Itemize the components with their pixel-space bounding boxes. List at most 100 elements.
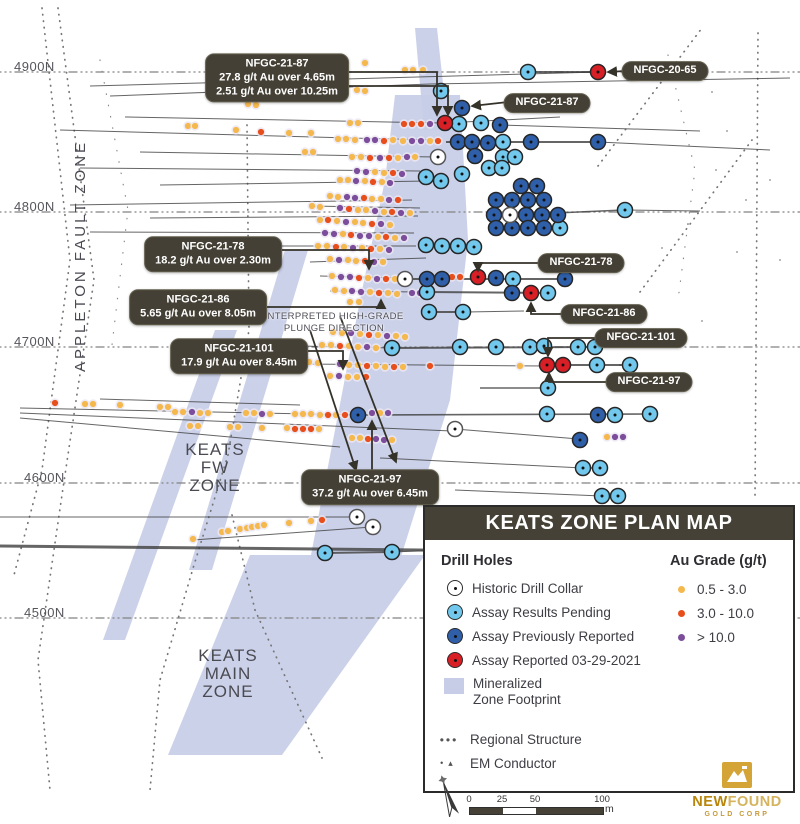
au-grade-dot: [179, 408, 187, 416]
au-grade-dot: [308, 202, 316, 210]
grade-low-icon: [678, 586, 685, 593]
au-grade-dot: [299, 410, 307, 418]
wordmark-bold: NEW: [692, 794, 728, 810]
drill-hole-trace: [59, 129, 351, 139]
au-grade-dot: [362, 206, 370, 214]
drill-collar-center: [456, 244, 460, 248]
historic-collar-icon: [447, 580, 463, 596]
au-grade-dot: [326, 192, 334, 200]
drill-collar-center: [600, 494, 604, 498]
au-grade-dot: [385, 246, 393, 254]
au-grade-dot: [368, 409, 376, 417]
au-grade-dot: [334, 135, 342, 143]
au-grade-dot: [403, 153, 411, 161]
drill-hole-trace: [324, 551, 393, 554]
au-grade-dot: [355, 274, 363, 282]
drill-collar-center: [403, 277, 407, 281]
drill-collar-center: [510, 226, 514, 230]
au-grade-dot: [355, 298, 363, 306]
au-grade-dot: [408, 137, 416, 145]
au-grade-dot: [376, 245, 384, 253]
au-grade-dot: [328, 272, 336, 280]
au-grade-dot: [299, 425, 307, 433]
au-grade-dot: [327, 341, 335, 349]
au-grade-dot: [383, 332, 391, 340]
drill-collar-center: [461, 310, 465, 314]
au-grade-dot: [345, 361, 353, 369]
callout-line: NFGC-21-87: [245, 57, 309, 70]
au-grade-dot: [356, 330, 364, 338]
au-grade-dot: [392, 332, 400, 340]
au-grade-dot: [336, 204, 344, 212]
au-grade-dot: [362, 168, 370, 176]
au-grade-dot: [359, 219, 367, 227]
au-grade-dot: [332, 243, 340, 251]
au-grade-dot: [316, 216, 324, 224]
au-grade-dot: [381, 363, 389, 371]
em-conductor-line: [99, 59, 129, 346]
au-grade-dot: [363, 362, 371, 370]
grid-label-4500n: 4500N: [24, 605, 65, 620]
au-grade-dot: [156, 403, 164, 411]
regional-structure-icon: •••: [439, 732, 459, 747]
au-grade-dot: [406, 209, 414, 217]
drill-collar-center: [545, 363, 549, 367]
regional-structure-line: [37, 7, 95, 791]
drill-collar-center: [390, 346, 394, 350]
zone-label-line: MAIN: [204, 664, 252, 683]
annotation-arrow: [525, 301, 564, 315]
au-grade-dot: [326, 372, 334, 380]
au-grade-dot: [379, 258, 387, 266]
legend-item-grade-low: 0.5 - 3.0: [675, 582, 747, 597]
drill-collar-center: [519, 184, 523, 188]
callout-line: NFGC-21-78: [181, 240, 245, 253]
au-grade-dot: [343, 193, 351, 201]
em-conductor-dot: [769, 179, 771, 181]
drill-hole-trace: [192, 526, 373, 541]
plunge-direction-note: INTERPRETED HIGH-GRADE PLUNGE DIRECTION: [264, 311, 403, 335]
drill-hole-trace: [124, 116, 444, 124]
drill-collar-center: [613, 413, 617, 417]
au-grade-dot: [363, 343, 371, 351]
au-grade-dot: [366, 288, 374, 296]
drill-collar-center: [371, 525, 375, 529]
drill-collar-center: [596, 413, 600, 417]
au-grade-dot: [378, 178, 386, 186]
plunge-note-line: PLUNGE DIRECTION: [283, 322, 385, 334]
au-grade-dot: [354, 206, 362, 214]
em-conductor-dot: [711, 91, 713, 93]
au-grade-dot: [285, 519, 293, 527]
au-grade-dot: [366, 154, 374, 162]
drill-collar-center: [542, 198, 546, 202]
drill-collar-center: [323, 551, 327, 555]
legend-item-label: 3.0 - 10.0: [697, 606, 755, 621]
drill-collar-center: [492, 213, 496, 217]
au-grade-dot: [329, 328, 337, 336]
au-grade-dot: [372, 344, 380, 352]
au-grade-dot: [353, 86, 361, 94]
au-grade-dot: [357, 288, 365, 296]
au-grade-dot: [184, 122, 192, 130]
drill-collar-center: [513, 155, 517, 159]
drill-collar-center: [558, 226, 562, 230]
au-grade-dot: [400, 234, 408, 242]
au-grade-dot: [346, 298, 354, 306]
au-grade-dot: [307, 129, 315, 137]
em-conductor-icon: •▴: [440, 758, 458, 768]
legend-item-pending: Assay Results Pending: [447, 604, 611, 620]
au-grade-dot: [380, 169, 388, 177]
drill-collar-center: [510, 291, 514, 295]
au-grade-dot: [377, 220, 385, 228]
regional-structure-line: [13, 7, 71, 576]
au-grade-dot: [51, 399, 59, 407]
drill-collar-center: [472, 245, 476, 249]
callout-nfgc-21-97: NFGC-21-97: [605, 372, 693, 392]
au-grade-dot: [338, 329, 346, 337]
au-grade-dot: [258, 410, 266, 418]
callout-line: NFGC-21-101: [204, 342, 274, 355]
legend-item-reported: Assay Previously Reported: [447, 628, 634, 644]
au-grade-dot: [186, 422, 194, 430]
au-grade-dot: [324, 411, 332, 419]
drill-collar-center: [511, 277, 515, 281]
callout-nfgc-21-87: NFGC-21-87: [503, 93, 591, 113]
